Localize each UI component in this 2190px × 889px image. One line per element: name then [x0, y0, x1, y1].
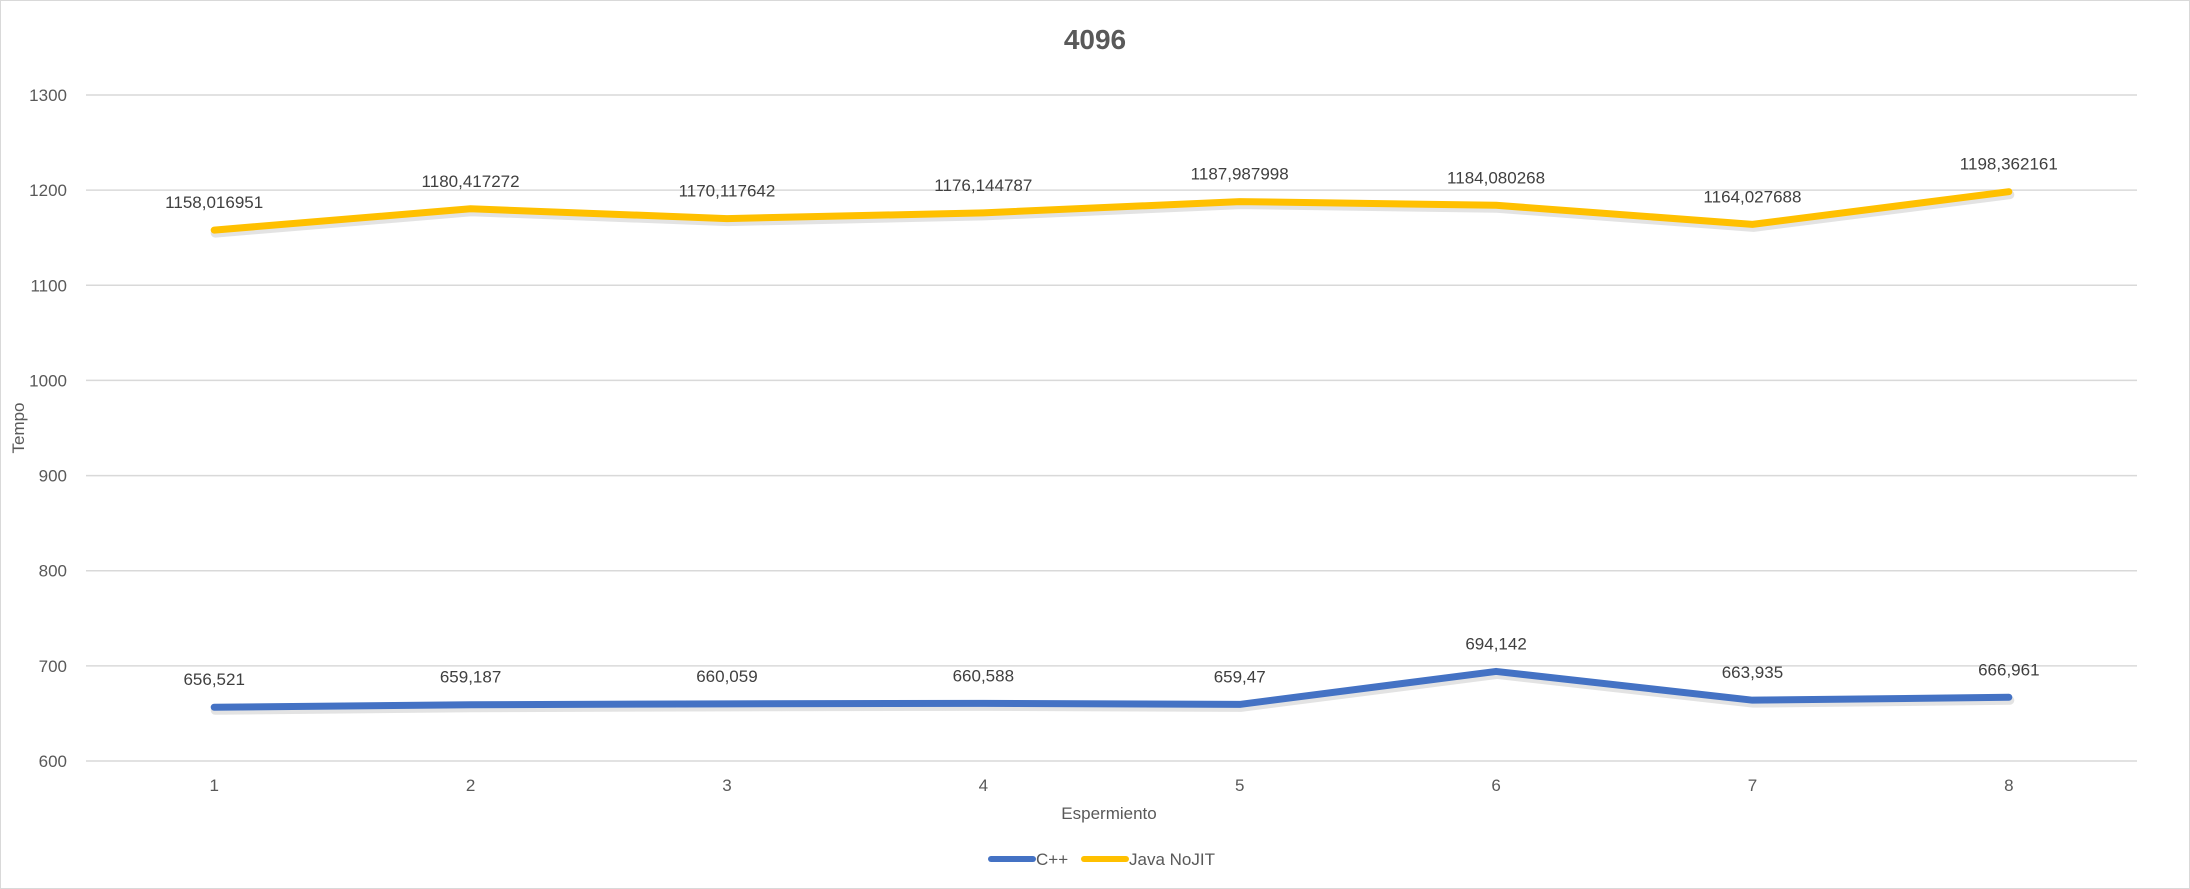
- y-tick-label: 700: [39, 657, 67, 676]
- y-axis-title: Tempo: [9, 402, 28, 453]
- data-label: 659,47: [1214, 667, 1266, 686]
- gridlines: [86, 94, 2137, 762]
- data-label: 1176,144787: [934, 176, 1032, 195]
- y-tick-label: 900: [39, 467, 67, 486]
- series-line-java-nojit: [210, 188, 2013, 234]
- data-labels: 656,521 659,187 660,059 660,588 659,47 694,14…: [165, 155, 2058, 690]
- series-line-cpp: [210, 667, 2013, 711]
- data-label: 1164,027688: [1703, 187, 1801, 206]
- x-tick-label: 7: [1748, 776, 1757, 795]
- y-tick-label: 600: [39, 752, 67, 771]
- y-axis-ticks: 600 700 800 900 1000 1100 1200 1300: [29, 86, 67, 771]
- x-tick-label: 5: [1235, 776, 1244, 795]
- y-tick-label: 1000: [29, 371, 67, 390]
- legend-label: C++: [1036, 850, 1068, 869]
- series-lines: [210, 188, 2015, 715]
- y-tick-label: 1100: [30, 276, 67, 295]
- y-tick-label: 1300: [29, 86, 67, 105]
- data-label: 1187,987998: [1191, 165, 1289, 184]
- data-label: 694,142: [1465, 634, 1526, 653]
- chart-title: 4096: [1064, 24, 1126, 55]
- y-tick-label: 800: [39, 562, 67, 581]
- data-label: 663,935: [1722, 663, 1783, 682]
- x-axis-ticks: 1 2 3 4 5 6 7 8: [209, 776, 2013, 795]
- data-label: 1198,362161: [1960, 155, 2058, 174]
- legend: C++ Java NoJIT: [988, 850, 1215, 869]
- x-tick-label: 2: [466, 776, 475, 795]
- legend-label: Java NoJIT: [1129, 850, 1215, 869]
- x-tick-label: 4: [979, 776, 988, 795]
- data-label: 660,059: [696, 667, 757, 686]
- data-label: 1158,016951: [165, 193, 263, 212]
- x-tick-label: 8: [2004, 776, 2013, 795]
- y-tick-label: 1200: [29, 181, 67, 200]
- data-label: 659,187: [440, 668, 501, 687]
- data-label: 660,588: [953, 666, 1014, 685]
- data-label: 1184,080268: [1447, 168, 1545, 187]
- data-label: 666,961: [1978, 660, 2039, 679]
- x-tick-label: 6: [1491, 776, 1500, 795]
- x-tick-label: 3: [722, 776, 731, 795]
- x-tick-label: 1: [209, 776, 218, 795]
- x-axis-title: Espermiento: [1061, 804, 1156, 823]
- data-label: 656,521: [183, 670, 244, 689]
- data-label: 1170,117642: [679, 182, 776, 201]
- data-label: 1180,417272: [422, 172, 520, 191]
